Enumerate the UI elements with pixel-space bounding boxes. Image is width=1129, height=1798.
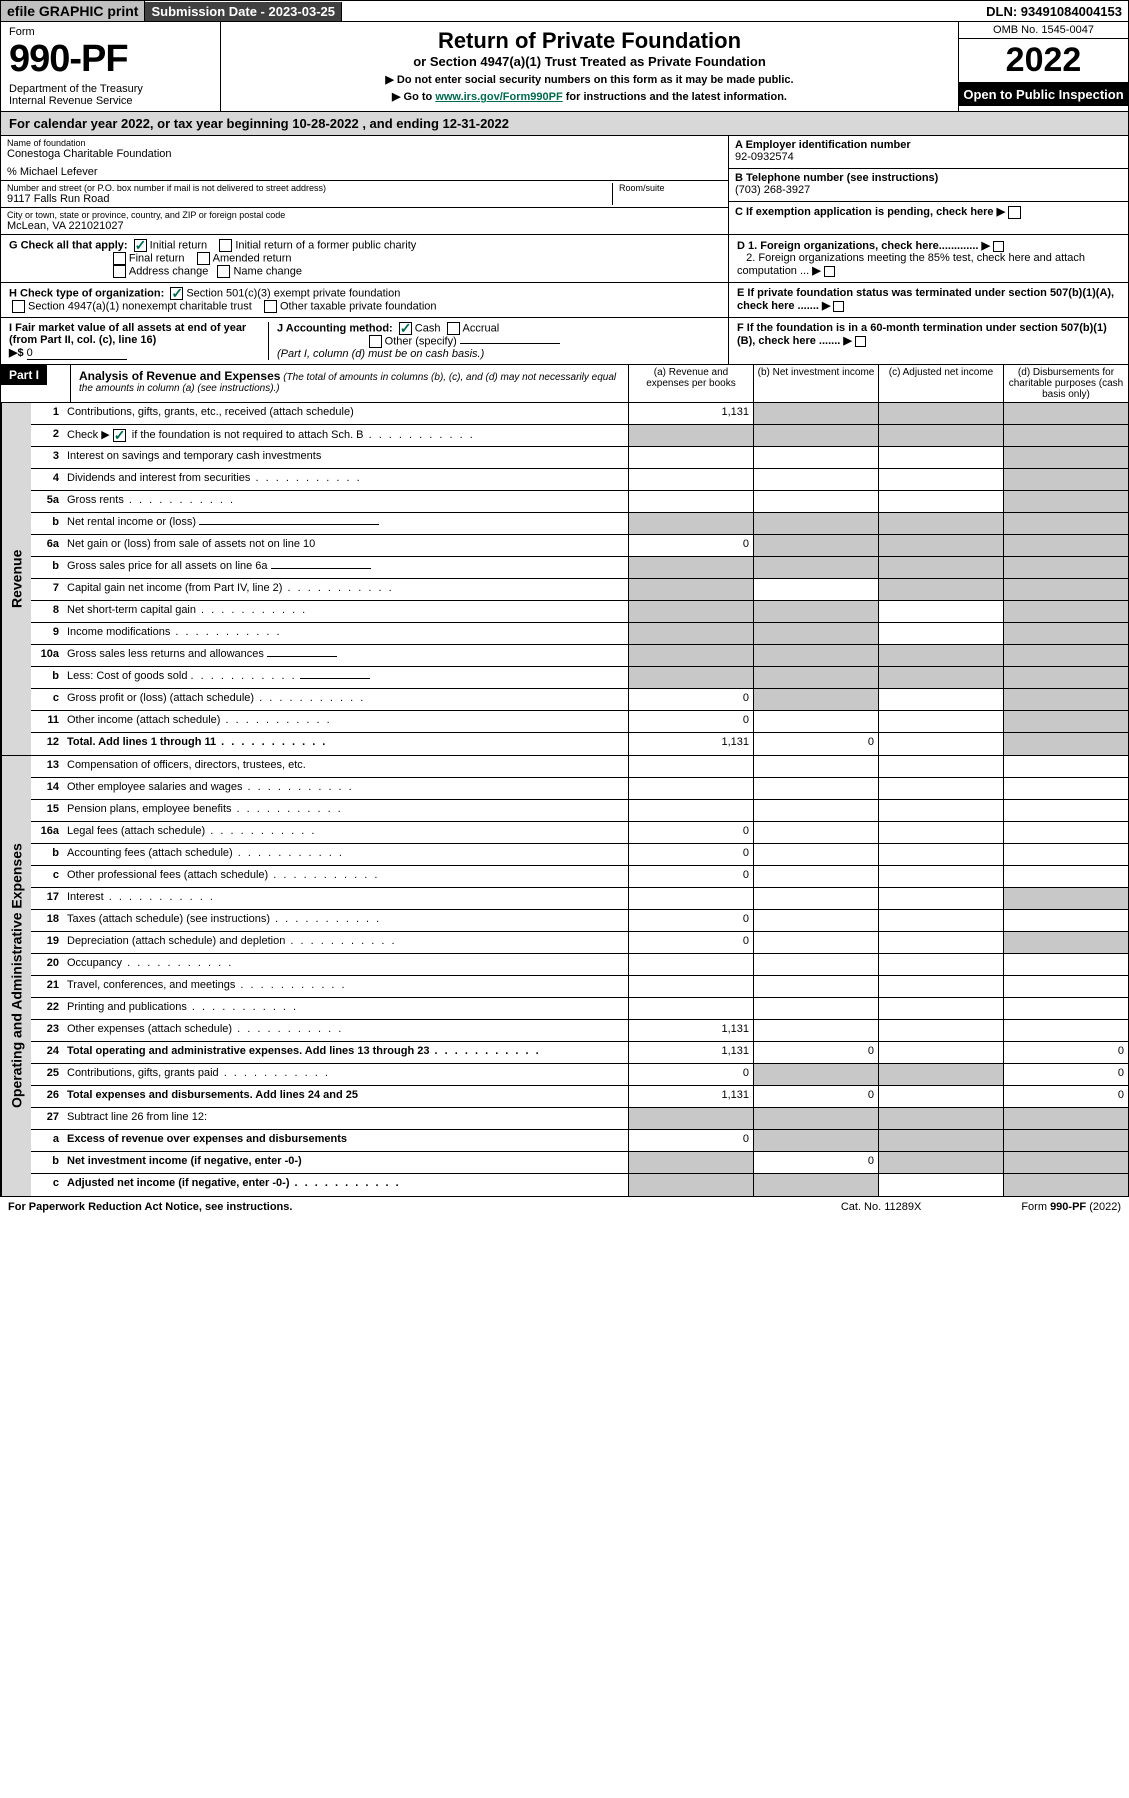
fmv-value: 0	[27, 347, 127, 360]
row-h-e: H Check type of organization: Section 50…	[0, 283, 1129, 318]
form-label: Form	[9, 26, 212, 38]
other-method-checkbox[interactable]	[369, 335, 382, 348]
city-state-zip: McLean, VA 221021027	[7, 220, 722, 232]
section-c-checkbox[interactable]	[1008, 206, 1021, 219]
ein-value: 92-0932574	[735, 151, 1122, 163]
other-taxable-checkbox[interactable]	[264, 300, 277, 313]
r6a-a: 0	[628, 535, 753, 556]
form-ref: Form 990-PF (2022)	[1021, 1201, 1121, 1213]
cash-checkbox[interactable]	[399, 322, 412, 335]
d1-label: D 1. Foreign organizations, check here..…	[737, 240, 978, 252]
page-footer: For Paperwork Reduction Act Notice, see …	[0, 1197, 1129, 1217]
open-public: Open to Public Inspection	[959, 83, 1128, 106]
expenses-label: Operating and Administrative Expenses	[1, 756, 31, 1196]
i-label: I Fair market value of all assets at end…	[9, 322, 246, 346]
tax-year: 2022	[959, 39, 1128, 83]
name-change-checkbox[interactable]	[217, 265, 230, 278]
paperwork-notice: For Paperwork Reduction Act Notice, see …	[8, 1201, 841, 1213]
name-label: Name of foundation	[7, 138, 722, 148]
form-header: Form 990-PF Department of the TreasuryIn…	[0, 22, 1129, 112]
dept-treasury: Department of the TreasuryInternal Reven…	[9, 83, 212, 107]
d1-checkbox[interactable]	[993, 241, 1004, 252]
addr-label: Number and street (or P.O. box number if…	[7, 183, 612, 193]
phone-label: B Telephone number (see instructions)	[735, 172, 1122, 184]
e-checkbox[interactable]	[833, 301, 844, 312]
accrual-checkbox[interactable]	[447, 322, 460, 335]
col-b-header: (b) Net investment income	[753, 365, 878, 402]
calendar-year-row: For calendar year 2022, or tax year begi…	[0, 112, 1129, 136]
501c3-checkbox[interactable]	[170, 287, 183, 300]
form-number: 990-PF	[9, 38, 212, 81]
r1-a: 1,131	[628, 403, 753, 424]
j-note: (Part I, column (d) must be on cash basi…	[277, 348, 484, 360]
instruction-1: ▶ Do not enter social security numbers o…	[227, 73, 952, 86]
part-1-header: Part I Analysis of Revenue and Expenses …	[0, 365, 1129, 403]
j-label: J Accounting method:	[277, 322, 393, 334]
instruction-2: ▶ Go to www.irs.gov/Form990PF for instru…	[227, 90, 952, 103]
section-c-label: C If exemption application is pending, c…	[735, 206, 994, 218]
foundation-name: Conestoga Charitable Foundation	[7, 148, 722, 160]
part-1-tag: Part I	[1, 365, 47, 385]
f-label: F If the foundation is in a 60-month ter…	[737, 322, 1107, 347]
street-address: 9117 Falls Run Road	[7, 193, 612, 205]
efile-print-button[interactable]: efile GRAPHIC print	[1, 1, 145, 21]
revenue-section: Revenue 1Contributions, gifts, grants, e…	[0, 403, 1129, 756]
e-label: E If private foundation status was termi…	[737, 287, 1114, 312]
expenses-section: Operating and Administrative Expenses 13…	[0, 756, 1129, 1197]
phone-value: (703) 268-3927	[735, 184, 1122, 196]
top-bar: efile GRAPHIC print Submission Date - 20…	[0, 0, 1129, 22]
f-checkbox[interactable]	[855, 336, 866, 347]
room-label: Room/suite	[619, 183, 722, 193]
ein-label: A Employer identification number	[735, 139, 1122, 151]
initial-former-checkbox[interactable]	[219, 239, 232, 252]
initial-return-checkbox[interactable]	[134, 239, 147, 252]
revenue-label: Revenue	[1, 403, 31, 755]
amended-return-checkbox[interactable]	[197, 252, 210, 265]
irs-link[interactable]: www.irs.gov/Form990PF	[435, 91, 562, 103]
4947-checkbox[interactable]	[12, 300, 25, 313]
d2-label: 2. Foreign organizations meeting the 85%…	[737, 252, 1085, 277]
col-c-header: (c) Adjusted net income	[878, 365, 1003, 402]
care-of: % Michael Lefever	[7, 166, 722, 178]
g-label: G Check all that apply:	[9, 239, 128, 251]
form-title: Return of Private Foundation	[227, 28, 952, 54]
row-g-d: G Check all that apply: Initial return I…	[0, 235, 1129, 283]
sch-b-checkbox[interactable]	[113, 429, 126, 442]
d2-checkbox[interactable]	[824, 266, 835, 277]
form-subtitle: or Section 4947(a)(1) Trust Treated as P…	[227, 54, 952, 69]
cat-no: Cat. No. 11289X	[841, 1201, 922, 1213]
info-block: Name of foundation Conestoga Charitable …	[0, 136, 1129, 235]
h-label: H Check type of organization:	[9, 287, 164, 299]
city-label: City or town, state or province, country…	[7, 210, 722, 220]
address-change-checkbox[interactable]	[113, 265, 126, 278]
dln: DLN: 93491084004153	[980, 2, 1128, 21]
submission-date: Submission Date - 2023-03-25	[145, 2, 342, 21]
col-d-header: (d) Disbursements for charitable purpose…	[1003, 365, 1128, 402]
row-i-j-f: I Fair market value of all assets at end…	[0, 318, 1129, 365]
omb-number: OMB No. 1545-0047	[959, 22, 1128, 39]
final-return-checkbox[interactable]	[113, 252, 126, 265]
col-a-header: (a) Revenue and expenses per books	[628, 365, 753, 402]
